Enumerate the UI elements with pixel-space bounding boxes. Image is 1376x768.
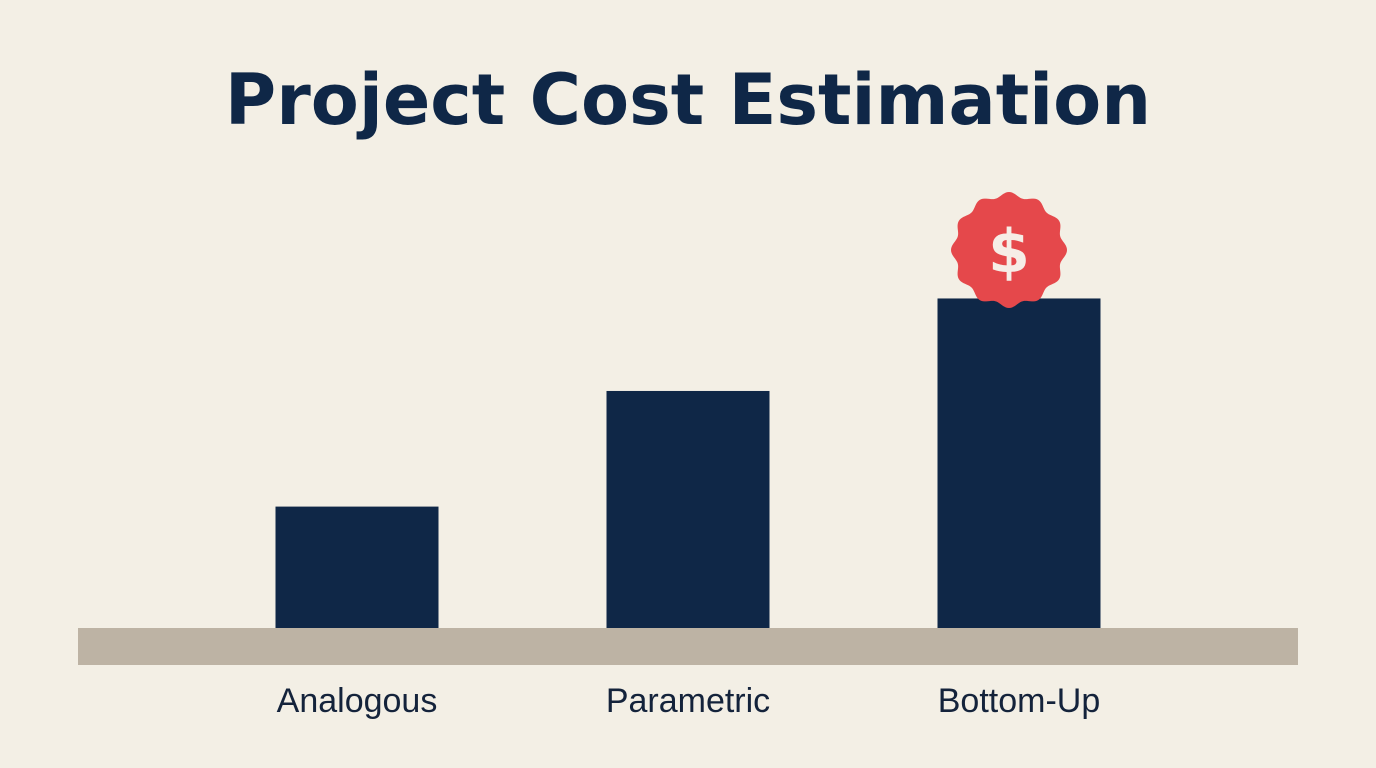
bar-parametric bbox=[606, 390, 770, 628]
bar-bottom-up bbox=[937, 298, 1101, 628]
dollar-badge-icon: $ bbox=[951, 192, 1067, 308]
badge-shape bbox=[951, 192, 1067, 308]
dollar-sign-glyph: $ bbox=[988, 217, 1030, 287]
chart-baseline bbox=[78, 628, 1298, 665]
category-label-bottom-up: Bottom-Up bbox=[938, 682, 1101, 720]
bar-analogous bbox=[275, 506, 439, 628]
category-label-parametric: Parametric bbox=[606, 682, 770, 720]
category-label-analogous: Analogous bbox=[277, 682, 438, 720]
chart-title: Project Cost Estimation bbox=[224, 59, 1152, 141]
